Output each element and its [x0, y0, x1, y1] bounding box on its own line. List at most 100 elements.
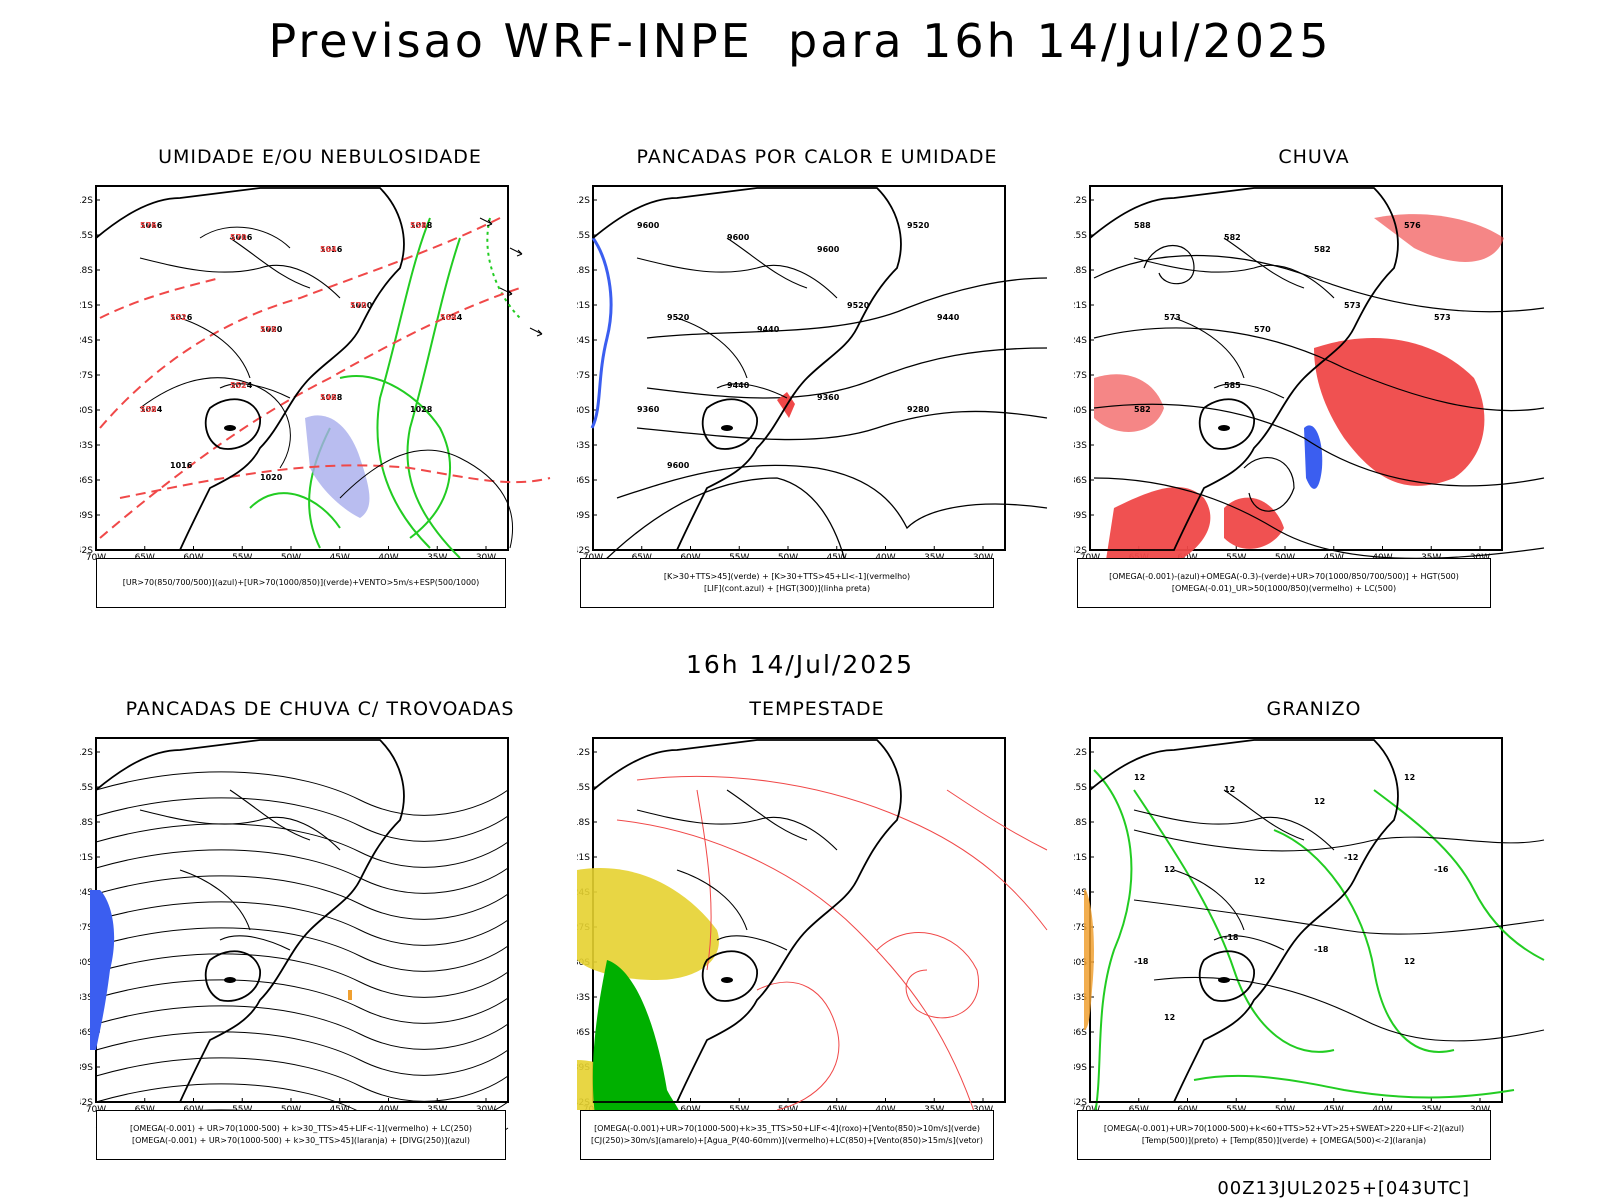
legend-line: [OMEGA(-0.001) + UR>70(1000-500) + k>30_…: [131, 1136, 471, 1145]
humidity-green-contours: [249, 217, 521, 559]
contour-label: 12: [1314, 797, 1325, 806]
orange-spot: [348, 990, 352, 1000]
coastline: [1089, 187, 1399, 551]
lat-tick-label: 12S: [577, 196, 590, 206]
panel-heat-showers: PANCADAS POR CALOR E UMIDADE 12S 15S 18S 21…: [577, 146, 1057, 616]
contour-label: 1016: [230, 233, 253, 242]
contour-label: 1020: [260, 473, 283, 482]
lat-tick-label: 39S: [80, 511, 93, 521]
contour-label: -16: [1434, 865, 1449, 874]
geopotential-height-lines: [596, 277, 1048, 569]
lat-tick-label: 12S: [80, 748, 93, 758]
wind-vectors: [479, 217, 543, 337]
legend-line: [UR>70(850/700/500)](azul)+[UR>70(1000/8…: [122, 578, 480, 587]
streamline: [95, 927, 509, 972]
lat-tick-label: 27S: [80, 371, 93, 381]
lat-tick-label: 21S: [1074, 853, 1087, 863]
height-labels: 9600 9600 9600 9520 9520 9440 9520 9440 9360 9440…: [637, 221, 960, 470]
contour-label: 9520: [907, 221, 930, 230]
contour-label: 1024: [230, 381, 253, 390]
streamline: [95, 875, 509, 920]
panel-title: UMIDADE E/OU NEBULOSIDADE: [158, 146, 482, 168]
panel-rain: CHUVA 12S15S18S21S24S27S30S33S36S39S42S7…: [1074, 146, 1554, 616]
heat-showers-map: 12S15S18S21S24S27S30S33S36S39S42S70W65W6…: [577, 185, 1048, 569]
contour-label: 1018: [410, 221, 433, 230]
omega-orange-area: [1084, 890, 1094, 1030]
contour-label: 1028: [320, 393, 343, 402]
panel-title: GRANIZO: [1266, 698, 1362, 720]
lat-tick-label: 12S: [80, 196, 93, 206]
contour-label: 558: [410, 221, 427, 230]
uruguay-rs-outline: [204, 398, 261, 450]
contour-label: 582: [1314, 245, 1331, 254]
legend-box: [K>30+TTS>45](verde) + [K>30+TTS>45+LI<-…: [580, 558, 994, 608]
uruguay-rs-outline: [701, 398, 758, 450]
convective-blue-area: [1304, 425, 1323, 489]
contour-label: 9440: [937, 313, 960, 322]
streamline: [95, 901, 509, 946]
contour-label: 570: [230, 233, 247, 242]
state-borders: [139, 789, 341, 951]
streamline: [95, 823, 509, 868]
legend-line: [CJ(250)>30m/s](amarelo)+[Agua_P(40-60mm…: [591, 1136, 983, 1145]
contour-label: 9600: [667, 461, 690, 470]
coastline: [95, 187, 405, 551]
lat-tick-label: 27S: [1074, 371, 1087, 381]
lat-tick-label: 12S: [1074, 196, 1087, 206]
lat-tick-label: 24S: [80, 336, 93, 346]
south-america-outline: [1089, 187, 1399, 551]
legend-line: [OMEGA(-0.001)+UR>70(1000-500)+k>35_TTS>…: [594, 1124, 980, 1133]
lagoon: [1218, 977, 1230, 983]
thickness-labels: 576 570 564 558 552 576 570 564 558 552 546: [140, 221, 457, 414]
lat-tick-label: 21S: [80, 301, 93, 311]
lat-tick-label: 24S: [577, 336, 590, 346]
lat-tick-label: 33S: [80, 441, 93, 451]
lat-tick-label: 18S: [577, 818, 590, 828]
south-america-outline: [1089, 739, 1399, 1103]
lat-tick-label: 21S: [1074, 301, 1087, 311]
map-frame: 12S15S18S21S24S27S30S33S36S39S42S70W65W6…: [577, 185, 1006, 563]
streamlines: [95, 771, 509, 1130]
lat-tick-label: 42S: [1074, 546, 1087, 556]
streamline: [95, 1005, 509, 1050]
contour-label: -18: [1314, 945, 1329, 954]
lat-tick-label: 30S: [1074, 958, 1087, 968]
south-america-outline: [592, 739, 902, 1103]
lat-tick-label: 33S: [1074, 993, 1087, 1003]
legend-box: [OMEGA(-0.001)-(azul)+OMEGA(-0.3)-(verde…: [1077, 558, 1491, 608]
lat-tick-label: 39S: [80, 1063, 93, 1073]
lat-tick-label: 18S: [1074, 266, 1087, 276]
lat-tick-label: 39S: [1074, 511, 1087, 521]
contour-label: 9360: [817, 393, 840, 402]
streamline: [95, 1057, 509, 1102]
contour-label: 552: [230, 381, 247, 390]
uruguay-rs-outline: [204, 950, 261, 1002]
legend-box: [OMEGA(-0.001)+UR>70(1000-500)+k>35_TTS>…: [580, 1110, 994, 1160]
legend-box: [OMEGA(-0.001)+UR>70(1000-500)+k<60+TTS>…: [1077, 1110, 1491, 1160]
state-borders: [636, 789, 838, 951]
contour-label: 12: [1404, 773, 1415, 782]
contour-label: 573: [1164, 313, 1181, 322]
state-borders: [139, 237, 341, 399]
map-frame: 12S15S18S21S24S27S30S33S36S39S42S70W65W6…: [80, 185, 509, 563]
coastline: [1089, 739, 1399, 1103]
lat-tick-label: 42S: [80, 1098, 93, 1108]
legend-line: [LIF](cont.azul) + [HGT(300)](linha pret…: [703, 584, 871, 593]
contour-label: 570: [350, 301, 367, 310]
south-america-outline: [95, 739, 405, 1103]
legend-line: [Temp(500)](preto) + [Temp(850)](verde) …: [1141, 1136, 1427, 1145]
uruguay-rs-outline: [1198, 950, 1255, 1002]
south-america-outline: [592, 187, 902, 551]
lat-tick-label: 18S: [577, 266, 590, 276]
legend-line: [OMEGA(-0.001)-(azul)+OMEGA(-0.3)-(verde…: [1109, 572, 1459, 581]
lat-tick-label: 18S: [80, 818, 93, 828]
contour-label: 1020: [350, 301, 373, 310]
lat-tick-label: 30S: [80, 406, 93, 416]
state-borders: [1133, 237, 1335, 399]
divergence-blue-area: [90, 890, 115, 1050]
lat-tick-label: 39S: [577, 511, 590, 521]
map-frame: 12S15S18S21S24S27S30S33S36S39S42S70W65W6…: [80, 737, 509, 1115]
lat-tick-label: 36S: [577, 1028, 590, 1038]
state-borders: [1133, 789, 1335, 951]
panel-title: PANCADAS POR CALOR E UMIDADE: [636, 146, 998, 168]
